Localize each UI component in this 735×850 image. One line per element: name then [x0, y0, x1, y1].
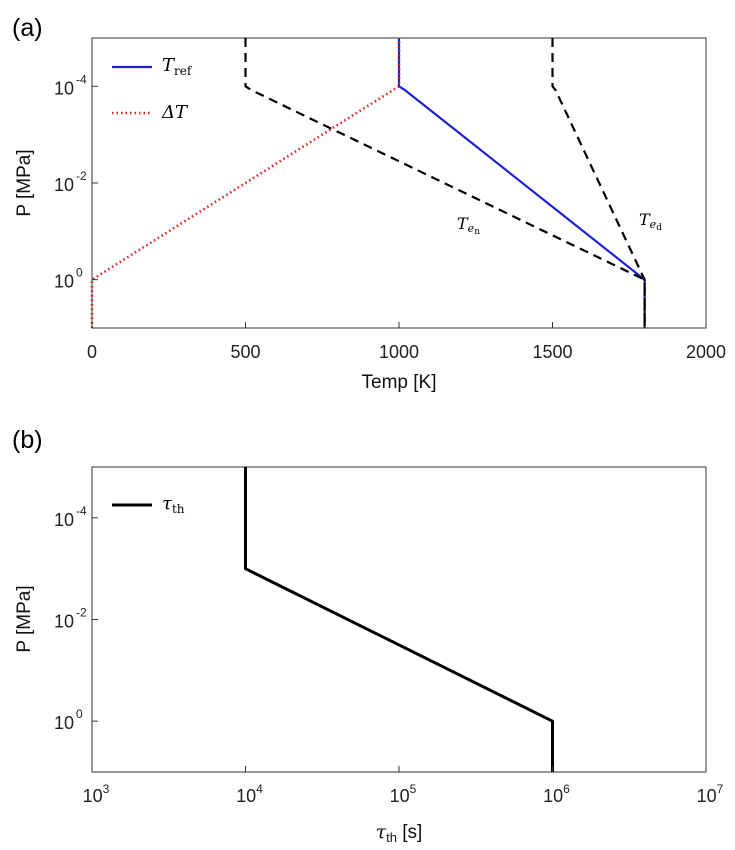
- panel-b-x-tick-label: 105: [390, 782, 417, 806]
- panel-a-x-ticks: 0 500 1000 1500 2000: [87, 322, 726, 362]
- panel-a-y-axis-label: P [MPa]: [14, 149, 35, 216]
- panel-a-label: (a): [12, 14, 43, 42]
- legend-label-tref-sub: ref: [174, 64, 193, 78]
- panel-b-y-tick-label: 10: [54, 510, 74, 530]
- panel-b-x-tick-label: 104: [236, 782, 263, 806]
- panel-a-y-tick-exponent: -2: [76, 169, 87, 183]
- legend-label-tref-main: T: [162, 55, 176, 76]
- legend-label-delta-t: ΔT: [161, 102, 189, 123]
- annotation-ten-main: T: [457, 214, 469, 233]
- panel-a-y-tick-label: 10: [54, 272, 74, 292]
- panel-b-x-axis-label: τth [s]: [376, 821, 423, 845]
- legend-label-tau-th-sub: th: [172, 502, 185, 516]
- panel-a-x-tick-label: 2000: [686, 342, 726, 362]
- panel-a-legend: Tref ΔT: [112, 55, 193, 123]
- panel-b-x-tick-label: 103: [83, 782, 110, 806]
- panel-a-x-tick-label: 0: [87, 342, 97, 362]
- panel-b-x-tick-label: 107: [697, 782, 724, 806]
- legend-label-tau-th: τth: [162, 493, 185, 516]
- panel-b-y-tick-exponent: -2: [76, 606, 87, 620]
- panel-b-series-0: [244, 467, 554, 772]
- panel-a-y-tick-exponent: -4: [76, 72, 87, 86]
- annotation-ten-subsub: n: [474, 227, 480, 237]
- panel-a-series-group: [90, 38, 646, 328]
- panel-a-x-tick-label: 1500: [532, 342, 572, 362]
- legend-label-tref: Tref: [162, 55, 193, 78]
- panel-a-x-tick-label: 500: [230, 342, 260, 362]
- annotation-ted: Ted: [639, 210, 662, 233]
- panel-b-legend: τth: [112, 493, 185, 516]
- annotation-ted-sub: e: [650, 218, 657, 231]
- panel-a-y-tick-label: 10: [54, 175, 74, 195]
- annotation-ted-subsub: d: [656, 223, 662, 233]
- panel-a-series-0: [397, 38, 646, 328]
- panel-b-y-tick-label: 10: [54, 612, 74, 632]
- panel-b-x-axis-label-unit: [s]: [397, 822, 422, 843]
- panel-a-series-1: [90, 38, 401, 328]
- panel-a-x-axis-label: Temp [K]: [362, 372, 437, 393]
- panel-b-y-axis-label: P [MPa]: [14, 585, 35, 652]
- panel-b-x-axis-label-sub: th: [386, 830, 397, 845]
- panel-b-y-tick-label: 10: [54, 713, 74, 733]
- panel-a-series-3: [551, 38, 646, 328]
- panel-b-series-group: [244, 467, 554, 772]
- panel-b-x-axis-label-symbol: τ: [376, 821, 387, 843]
- panel-a-series-2: [244, 38, 646, 328]
- panel-a-y-tick-exponent: 0: [76, 266, 83, 280]
- legend-label-tau-th-main: τ: [162, 493, 173, 514]
- panel-b-label: (b): [12, 426, 43, 454]
- panel-b-x-tick-label: 106: [543, 782, 570, 806]
- panel-a-y-tick-label: 10: [54, 78, 74, 98]
- panel-b-y-tick-exponent: -4: [76, 504, 87, 518]
- annotation-ten-sub: e: [468, 222, 475, 235]
- annotation-ten: Ten: [457, 214, 480, 237]
- panel-b-y-tick-exponent: 0: [76, 707, 83, 721]
- panel-a-x-tick-label: 1000: [379, 342, 419, 362]
- panel-b-x-ticks: 103 104 105 106 107: [83, 766, 724, 806]
- annotation-ted-main: T: [639, 210, 651, 229]
